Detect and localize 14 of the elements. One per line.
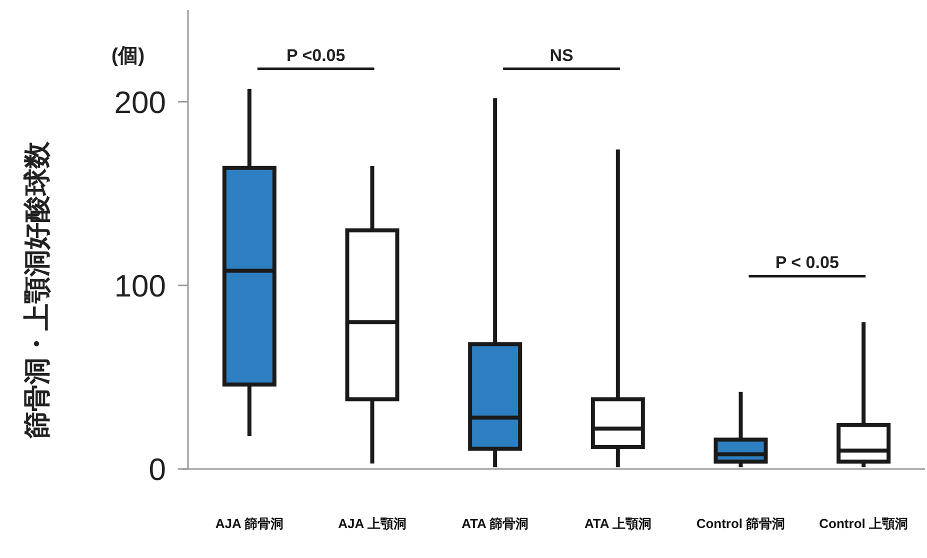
y-tick-label: 0	[148, 452, 166, 487]
annotation: P <0.05	[286, 46, 346, 65]
y-tick-label: 100	[114, 268, 166, 304]
text: (個)	[111, 45, 145, 67]
x-tick-label: AJA 篩骨洞	[215, 516, 284, 531]
x-tick-label: AJA 上顎洞	[338, 516, 406, 531]
x-tick-label: ATA 上顎洞	[584, 516, 652, 531]
y-tick-label: 200	[114, 84, 166, 120]
x-tick-label: ATA 篩骨洞	[462, 516, 529, 531]
annotation: P < 0.05	[775, 253, 839, 272]
x-tick-label: Control 篩骨洞	[696, 516, 786, 531]
y-axis-title: 篩骨洞・上顎洞好酸球数	[22, 140, 52, 440]
annotation: NS	[550, 46, 574, 65]
x-tick-label: Control 上顎洞	[819, 516, 908, 531]
